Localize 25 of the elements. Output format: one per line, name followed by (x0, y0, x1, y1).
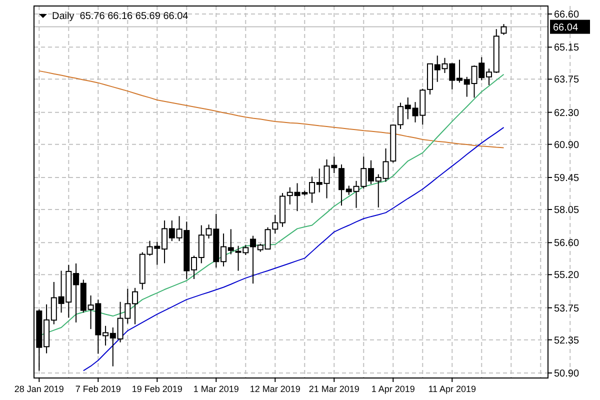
x-tick-label: 1 Mar 2019 (193, 384, 239, 394)
y-tick-label: 63.75 (554, 74, 580, 86)
x-tick-label: 11 Apr 2019 (428, 384, 476, 394)
candlestick (500, 24, 507, 36)
y-tick-label: 53.75 (554, 303, 580, 314)
x-tick-label: 28 Jan 2019 (14, 384, 64, 394)
y-tick-label: 59.45 (554, 172, 580, 184)
y-tick-label: 58.05 (554, 204, 580, 216)
y-tick-label: 56.60 (554, 238, 580, 250)
x-tick-label: 1 Apr 2019 (371, 384, 415, 394)
ref-line-label: 66.04 (553, 22, 578, 34)
y-tick-label: 65.15 (554, 42, 580, 54)
y-tick-label: 60.90 (554, 140, 580, 151)
x-tick-label: 21 Mar 2019 (308, 384, 360, 394)
line-series (82, 126, 504, 372)
x-tick-label: 19 Feb 2019 (132, 384, 182, 394)
text: Daily 65.76 66.16 65.69 66.04 (52, 11, 189, 22)
y-tick-label: 62.30 (554, 108, 580, 119)
y-tick-label: 66.60 (554, 10, 580, 20)
y-tick-label: 50.90 (554, 368, 580, 380)
y-tick-label: 55.20 (554, 270, 580, 282)
x-tick-label: 12 Mar 2019 (250, 384, 300, 394)
line-series (38, 70, 504, 148)
y-tick-label: 52.35 (554, 335, 580, 346)
x-tick-label: 7 Feb 2019 (75, 384, 121, 394)
